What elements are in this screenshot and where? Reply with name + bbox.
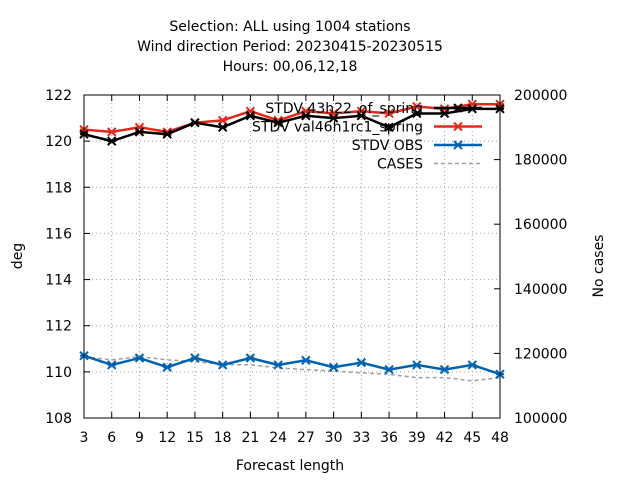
data-point-0 bbox=[328, 113, 339, 123]
data-point-2 bbox=[467, 360, 477, 370]
data-point-2 bbox=[384, 364, 394, 375]
x-tick-label: 6 bbox=[107, 430, 116, 446]
legend-label: STDV OBS bbox=[352, 138, 423, 154]
x-tick-label: 3 bbox=[80, 430, 89, 446]
x-tick-label: 39 bbox=[408, 430, 426, 446]
data-point-2 bbox=[134, 353, 145, 363]
y-tick-label: 122 bbox=[45, 88, 72, 104]
x-tick-label: 27 bbox=[297, 430, 315, 446]
data-point-0 bbox=[384, 122, 394, 133]
y2-tick-label: 120000 bbox=[514, 346, 567, 362]
title-line-1: Selection: ALL using 1004 stations bbox=[169, 19, 410, 35]
data-point-0 bbox=[217, 122, 228, 133]
grid bbox=[84, 95, 500, 418]
x-tick-label: 45 bbox=[463, 430, 481, 446]
y-tick-label: 120 bbox=[45, 134, 72, 150]
title-line-2: Wind direction Period: 20230415-20230515 bbox=[137, 39, 443, 55]
y2-tick-label: 140000 bbox=[514, 282, 567, 298]
x-tick-label: 42 bbox=[436, 430, 454, 446]
x-tick-label: 12 bbox=[158, 430, 176, 446]
data-point-2 bbox=[356, 357, 367, 368]
data-point-2 bbox=[412, 360, 422, 370]
x-tick-label: 24 bbox=[269, 430, 287, 446]
plot-frame bbox=[83, 94, 501, 419]
y-axis-label: deg bbox=[10, 243, 26, 269]
series-line-2 bbox=[83, 354, 501, 376]
data-point-2 bbox=[162, 362, 172, 372]
x-tick-label: 9 bbox=[135, 430, 144, 446]
legend-marker bbox=[453, 140, 463, 150]
x-tick-label: 36 bbox=[380, 430, 398, 446]
axis-ticks: 3 6 9 12 15 18 21 24 27 30 33 36 39 42 45 4810811011211… bbox=[45, 88, 567, 446]
data-point-0 bbox=[356, 111, 367, 121]
y2-tick-label: 160000 bbox=[514, 217, 567, 233]
series-line-0 bbox=[83, 107, 500, 143]
data-point-0 bbox=[190, 117, 200, 128]
data-point-0 bbox=[273, 117, 283, 128]
y-tick-label: 118 bbox=[45, 180, 72, 196]
data-point-2 bbox=[439, 364, 450, 375]
title-line-3: Hours: 00,06,12,18 bbox=[223, 59, 358, 75]
data-point-2 bbox=[107, 360, 117, 370]
y2-tick-label: 180000 bbox=[514, 153, 567, 169]
data-point-1 bbox=[217, 115, 228, 126]
legend-label: CASES bbox=[377, 157, 423, 173]
legend-marker bbox=[453, 121, 463, 132]
data-point-2 bbox=[217, 360, 228, 370]
y-tick-label: 112 bbox=[45, 319, 72, 335]
data-point-0 bbox=[107, 136, 117, 146]
data-point-1 bbox=[384, 108, 394, 119]
x-tick-label: 30 bbox=[325, 430, 343, 446]
data-point-0 bbox=[301, 111, 311, 121]
x-tick-label: 33 bbox=[352, 430, 370, 446]
data-point-0 bbox=[162, 129, 172, 139]
y2-axis-label: No cases bbox=[591, 235, 607, 298]
data-point-2 bbox=[328, 362, 339, 372]
y2-tick-label: 200000 bbox=[514, 88, 567, 104]
y2-tick-label: 100000 bbox=[514, 411, 567, 427]
series-line-1 bbox=[83, 102, 500, 134]
legend: STDV 43h22_of_spring STDV val46h1rc1_spri… bbox=[252, 101, 482, 173]
data-point-0 bbox=[439, 108, 450, 119]
x-axis-label: Forecast length bbox=[236, 458, 344, 474]
data-point-2 bbox=[301, 355, 311, 366]
data-point-1 bbox=[107, 127, 117, 137]
y-tick-label: 108 bbox=[45, 411, 72, 427]
x-tick-label: 48 bbox=[491, 430, 509, 446]
x-tick-label: 18 bbox=[214, 430, 232, 446]
data-point-0 bbox=[412, 108, 422, 119]
legend-label: STDV val46h1rc1_spring bbox=[252, 120, 423, 136]
x-tick-label: 21 bbox=[241, 430, 259, 446]
y-tick-label: 116 bbox=[45, 226, 72, 242]
data-point-2 bbox=[190, 353, 200, 363]
y-tick-label: 114 bbox=[45, 273, 72, 289]
data-point-2 bbox=[245, 353, 256, 363]
data-point-0 bbox=[245, 111, 256, 121]
data-point-2 bbox=[273, 360, 283, 370]
legend-marker bbox=[453, 103, 463, 113]
x-tick-label: 15 bbox=[186, 430, 204, 446]
y-tick-label: 110 bbox=[45, 365, 72, 381]
data-point-1 bbox=[412, 101, 422, 112]
data-point-0 bbox=[134, 127, 145, 137]
chart-title: Selection: ALL using 1004 stations Wind … bbox=[137, 19, 443, 75]
legend-label: STDV 43h22_of_spring bbox=[265, 101, 423, 117]
